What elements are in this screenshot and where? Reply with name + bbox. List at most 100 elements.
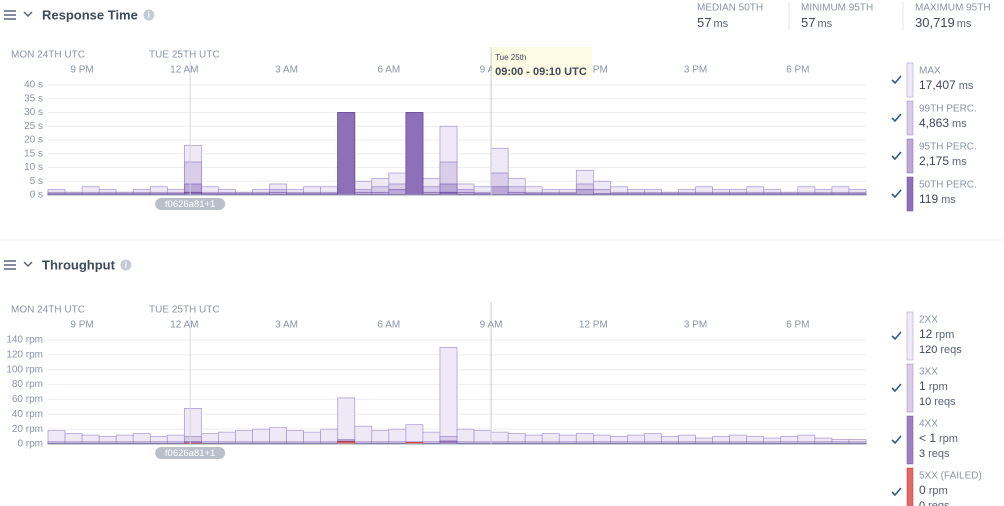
legend-check[interactable] (891, 189, 902, 199)
legend-value: 1 rpm (919, 379, 948, 393)
legend-number: < 1 (919, 431, 936, 445)
legend-name: 99TH PERC. (919, 104, 977, 115)
y-tick-label: 15 s (24, 148, 43, 159)
y-tick-label: 0 s (30, 190, 43, 201)
info-icon-glyph: i (148, 11, 150, 20)
legend-value: 2,175 ms (919, 154, 967, 168)
y-tick-label: 20 rpm (12, 424, 43, 435)
legend-unit: ms (952, 118, 967, 130)
legend-value: 4,863 ms (919, 116, 967, 130)
y-tick-label: 40 s (24, 80, 43, 91)
tooltip-text: 09:00 - 09:10 UTC (495, 66, 587, 78)
legend-name: 50TH PERC. (919, 180, 977, 191)
y-tick-label: 25 s (24, 121, 43, 132)
info-icon[interactable] (120, 259, 132, 271)
collapse-chevron[interactable] (23, 11, 33, 18)
stat-label: MEDIAN 50TH (697, 3, 763, 14)
x-tick-label: 12 PM (579, 320, 608, 331)
legend-check[interactable] (891, 331, 902, 341)
legend-number: 1 (919, 379, 926, 393)
stat-value: 30,719 ms (915, 15, 972, 30)
tooltip-title: Tue 25th (495, 53, 526, 62)
legend-unit: reqs (934, 396, 956, 408)
legend-unit: rpm (929, 485, 948, 497)
annotation-pill[interactable] (155, 447, 226, 459)
legend-swatch (906, 100, 914, 136)
stat-number: 57 (801, 15, 815, 30)
annotation-pill[interactable] (155, 198, 226, 210)
info-icon[interactable] (143, 9, 155, 21)
legend-number: 12 (919, 327, 933, 341)
legend-number: 3 (919, 448, 925, 460)
legend-value-2: 3 reqs (919, 448, 950, 460)
stat-unit: ms (713, 18, 728, 30)
legend-check[interactable] (891, 487, 902, 497)
bar (337, 112, 356, 196)
legend-number: 17,407 (919, 78, 956, 92)
legend-swatch (906, 467, 914, 506)
legend-name: 4XX (919, 419, 938, 430)
legend-unit: ms (941, 194, 956, 206)
legend-number: 10 (919, 396, 931, 408)
legend-number: 0 (919, 483, 926, 497)
legend-number: 2,175 (919, 154, 949, 168)
legend-check[interactable] (891, 435, 902, 445)
bar (490, 186, 509, 196)
x-tick-label: 6 PM (786, 320, 809, 331)
x-tick-label: 3 PM (684, 320, 707, 331)
legend-check[interactable] (891, 383, 902, 393)
legend-number: 0 (919, 500, 925, 506)
bar (337, 397, 356, 445)
legend-unit: rpm (935, 329, 954, 341)
legend-swatch (906, 311, 914, 361)
stat-number: 30,719 (915, 15, 955, 30)
y-tick-label: 20 s (24, 135, 43, 146)
stat-value: 57 ms (697, 15, 729, 30)
collapse-chevron[interactable] (23, 261, 33, 268)
legend-number: 4,863 (919, 116, 949, 130)
legend-unit: rpm (929, 381, 948, 393)
legend-name: 2XX (919, 315, 938, 326)
legend-number: 119 (919, 192, 938, 206)
stat-label: MAXIMUM 95TH (915, 3, 991, 14)
x-tick-label: 6 AM (377, 320, 400, 331)
legend-unit: reqs (928, 500, 950, 506)
legend-name: 5XX (FAILED) (919, 471, 982, 482)
y-tick-label: 0 rpm (17, 439, 43, 450)
info-icon-glyph: i (125, 261, 127, 270)
bar (405, 424, 424, 445)
legend-swatch (906, 62, 914, 98)
tooltip-box (492, 47, 593, 77)
y-tick-label: 60 rpm (12, 394, 43, 405)
bar (405, 112, 424, 196)
x-tick-label: 12 PM (579, 65, 608, 76)
legend-unit: ms (952, 156, 967, 168)
legend-unit: ms (959, 80, 974, 92)
y-tick-label: 100 rpm (6, 364, 43, 375)
day-label: TUE 25TH UTC (149, 50, 220, 61)
legend-check[interactable] (891, 151, 902, 161)
day-label: TUE 25TH UTC (149, 305, 220, 316)
stat-unit: ms (957, 18, 972, 30)
legend-swatch (906, 138, 914, 174)
legend-value: 119 ms (919, 192, 956, 206)
panel-title: Response Time (42, 7, 138, 22)
legend-number: 120 (919, 344, 937, 356)
x-tick-label: 12 AM (170, 320, 198, 331)
legend-swatch (906, 363, 914, 413)
legend-name: 95TH PERC. (919, 142, 977, 153)
day-label: MON 24TH UTC (11, 50, 85, 61)
legend-value: 12 rpm (919, 327, 954, 341)
stat-label: MINIMUM 95TH (801, 3, 873, 14)
legend-value: 0 rpm (919, 483, 948, 497)
x-tick-label: 3 AM (275, 65, 298, 76)
legend-check[interactable] (891, 113, 902, 123)
bar (354, 425, 373, 445)
stat-value: 57 ms (801, 15, 833, 30)
legend-check[interactable] (891, 75, 902, 85)
y-tick-label: 5 s (30, 176, 43, 187)
y-tick-label: 140 rpm (6, 335, 43, 346)
x-tick-label: 3 PM (684, 65, 707, 76)
annotation-label: f0626a81+1 (165, 448, 215, 459)
